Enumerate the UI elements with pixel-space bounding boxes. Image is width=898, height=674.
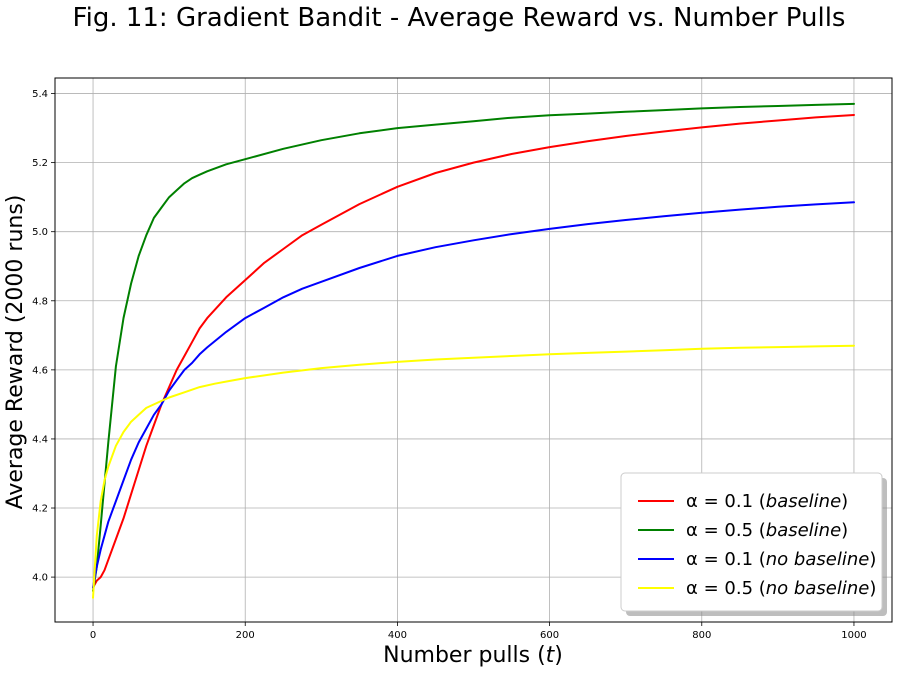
x-tick-label: 0 xyxy=(90,630,96,641)
y-tick-label: 4.4 xyxy=(32,434,48,445)
x-axis-label-end: ) xyxy=(554,643,563,668)
y-tick-label: 5.4 xyxy=(32,89,48,100)
x-ticks: 0 200 400 600 800 1000 xyxy=(90,622,867,641)
y-ticks: 4.0 4.2 4.4 4.6 4.8 5.0 5.2 5.4 xyxy=(32,89,55,584)
y-tick-label: 4.8 xyxy=(32,296,48,307)
y-tick-label: 5.2 xyxy=(32,158,48,169)
y-tick-label: 4.0 xyxy=(32,573,48,584)
chart-title: Fig. 11: Gradient Bandit - Average Rewar… xyxy=(73,3,846,33)
legend: α = 0.1 (baseline) α = 0.5 (baseline) α = … xyxy=(620,472,887,616)
series-line-1 xyxy=(92,114,855,589)
series-line-3 xyxy=(92,201,855,589)
legend-label-3: α = 0.1 (no baseline) xyxy=(686,549,876,570)
x-tick-label: 1000 xyxy=(841,630,866,641)
x-axis-label-variable: t xyxy=(546,643,556,668)
y-tick-label: 4.2 xyxy=(32,504,48,515)
y-tick-label: 5.0 xyxy=(32,227,48,238)
series-lines xyxy=(92,102,855,599)
legend-label-1: α = 0.1 (baseline) xyxy=(686,491,848,512)
legend-label-2: α = 0.5 (baseline) xyxy=(686,520,848,541)
legend-box xyxy=(620,472,883,612)
x-tick-label: 600 xyxy=(540,630,559,641)
series-line-2 xyxy=(92,102,855,592)
x-tick-label: 800 xyxy=(692,630,711,641)
x-axis-label-start: Number pulls ( xyxy=(383,643,546,668)
x-tick-label: 400 xyxy=(388,630,407,641)
series-line-4 xyxy=(92,344,855,599)
legend-label-4: α = 0.5 (no baseline) xyxy=(686,578,876,599)
x-axis-label: Number pulls (t) xyxy=(383,643,563,668)
x-tick-label: 200 xyxy=(236,630,255,641)
y-tick-label: 4.6 xyxy=(32,365,48,376)
y-axis-label: Average Reward (2000 runs) xyxy=(3,195,28,510)
plot-frame xyxy=(54,77,893,623)
